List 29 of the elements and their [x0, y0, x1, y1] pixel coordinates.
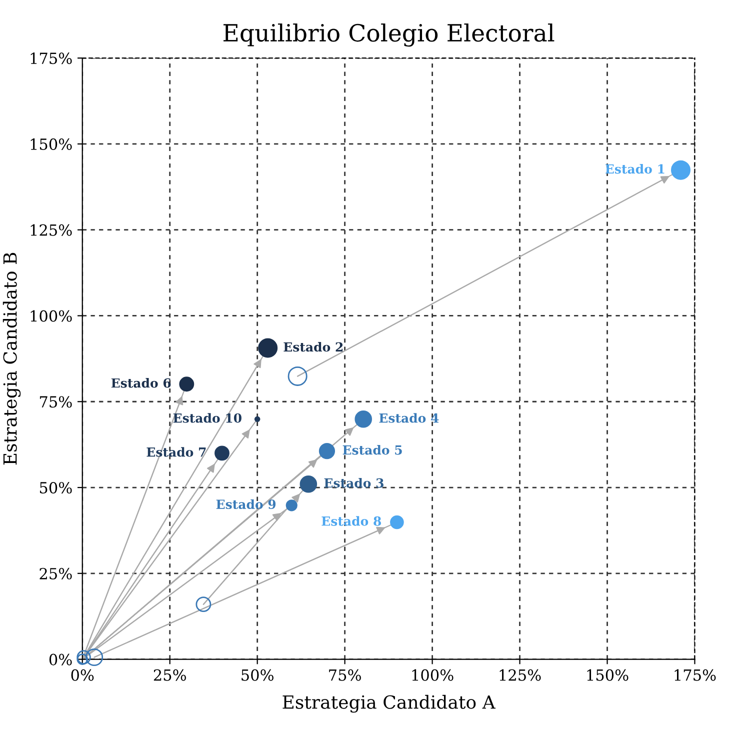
- series-label: Estado 4: [379, 413, 439, 423]
- y-tick-label: 25%: [40, 568, 72, 580]
- x-tick-label: 125%: [500, 669, 541, 681]
- y-tick-label: 100%: [30, 310, 72, 322]
- series-label: Estado 7: [146, 447, 206, 457]
- x-tick-label: 25%: [154, 669, 186, 681]
- series-label: Estado 2: [284, 342, 343, 352]
- x-tick-label: 150%: [587, 669, 628, 681]
- x-tick-label: 175%: [674, 669, 716, 681]
- y-tick-label: 150%: [30, 138, 72, 150]
- y-axis-title: Estrategia Candidato B: [2, 252, 21, 465]
- x-tick-label: 50%: [242, 669, 274, 681]
- y-tick-label: 50%: [40, 482, 72, 494]
- y-tick-label: 125%: [30, 224, 72, 236]
- series-label: Estado 1: [605, 164, 664, 174]
- x-tick-label: 75%: [329, 669, 361, 681]
- x-axis-title: Estrategia Candidato A: [282, 694, 496, 713]
- series-label: Estado 6: [111, 378, 171, 388]
- y-tick-label: 75%: [40, 396, 72, 408]
- y-tick-label: 0%: [49, 654, 72, 666]
- y-tick-label: 175%: [30, 52, 72, 64]
- series-label: Estado 8: [322, 516, 382, 526]
- series-label: Estado 5: [342, 445, 402, 455]
- x-tick-label: 0%: [71, 669, 94, 681]
- series-label: Estado 10: [173, 413, 242, 423]
- series-label: Estado 3: [324, 478, 384, 488]
- x-tick-label: 100%: [412, 669, 454, 681]
- chart-title: Equilibrio Colegio Electoral: [224, 23, 554, 47]
- series-label: Estado 9: [216, 499, 276, 510]
